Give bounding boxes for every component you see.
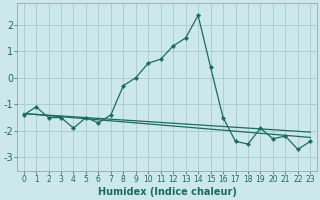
- X-axis label: Humidex (Indice chaleur): Humidex (Indice chaleur): [98, 187, 236, 197]
